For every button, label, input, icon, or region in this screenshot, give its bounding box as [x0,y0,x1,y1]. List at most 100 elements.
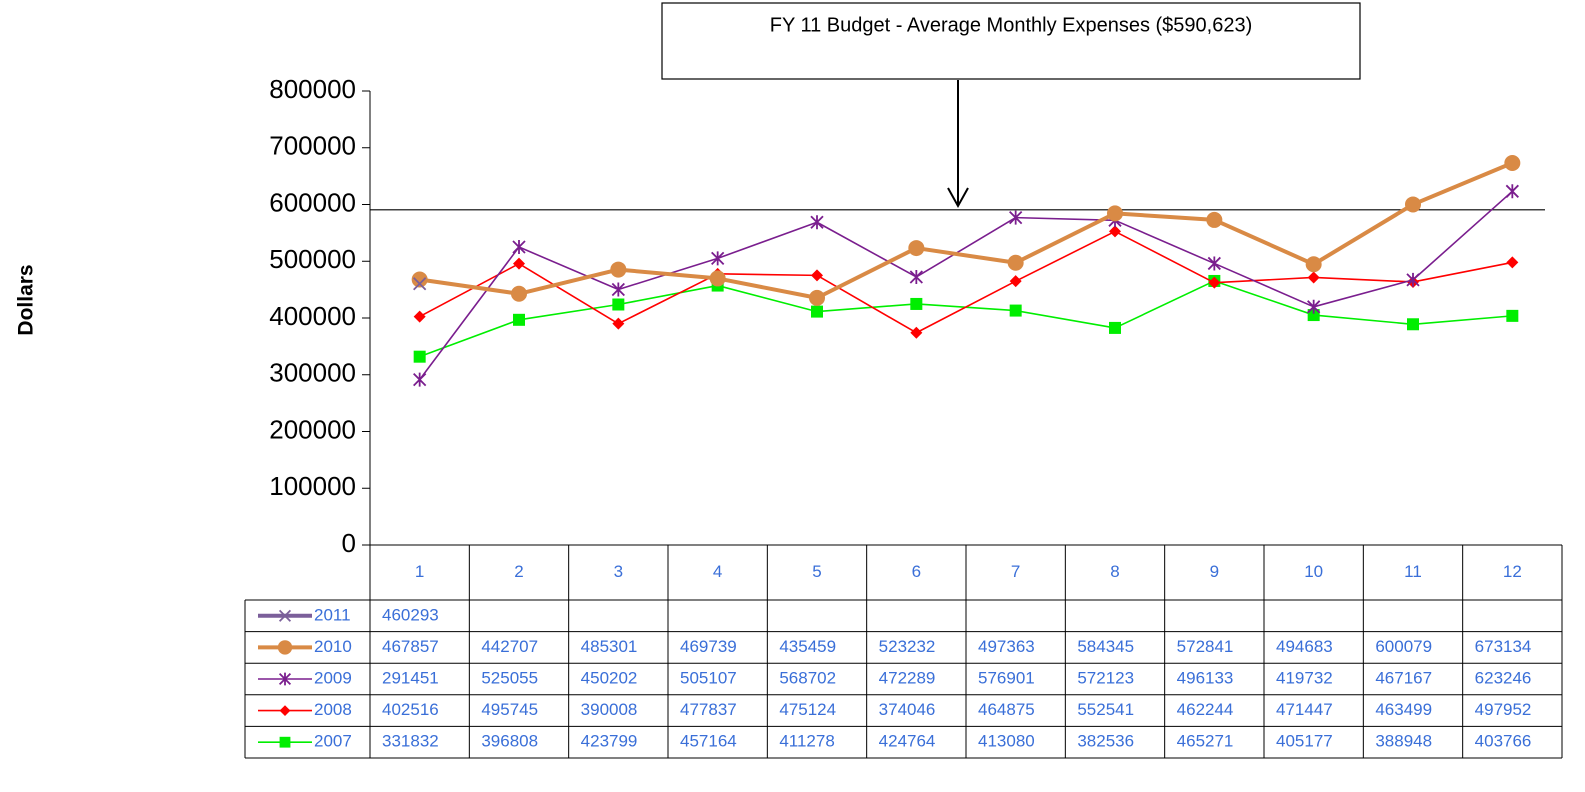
legend-marker [278,672,292,686]
x-tick-label: 5 [812,562,821,581]
marker [1207,256,1221,271]
table-cell: 475124 [779,700,836,719]
series-line [419,190,1513,381]
table-cell: 467857 [382,637,439,656]
y-tick-label: 800000 [269,74,356,104]
table-cell: 471447 [1276,700,1333,719]
y-tick-label: 0 [342,528,356,558]
table-cell: 435459 [779,637,836,656]
table-cell: 291451 [382,668,439,687]
marker [413,310,426,323]
marker [1009,275,1022,288]
legend-label: 2007 [314,732,352,751]
marker [1206,211,1223,228]
marker [413,350,426,363]
marker [908,240,925,257]
marker [809,289,825,306]
marker [909,269,923,284]
legend-label: 2009 [314,668,352,687]
marker [811,305,823,318]
table-cell: 411278 [779,732,834,751]
legend-marker [279,736,291,748]
y-tick-label: 500000 [269,244,356,274]
marker [1307,271,1320,284]
y-tick-label: 200000 [269,414,356,444]
table-cell: 413080 [978,732,1035,751]
marker [910,297,923,310]
legend-marker [279,705,291,716]
table-cell: 450202 [581,668,638,687]
y-tick-label: 600000 [269,187,356,217]
marker [910,326,923,339]
marker [810,215,824,230]
arrow-head [947,187,969,209]
marker [1506,256,1519,269]
table-cell: 477837 [680,700,737,719]
table-cell: 494683 [1276,637,1333,656]
table-cell: 568702 [779,668,836,687]
table-cell: 467167 [1375,668,1432,687]
x-tick-label: 3 [614,562,623,581]
marker [1406,272,1420,287]
table-cell: 572841 [1177,637,1234,656]
x-tick-label: 9 [1210,562,1219,581]
x-tick-label: 1 [415,562,424,581]
marker [411,271,428,288]
marker [1307,299,1321,314]
series-line [419,161,1514,300]
legend-marker [278,609,292,622]
x-tick-label: 4 [713,562,722,581]
table-cell: 457164 [680,732,737,751]
marker [1307,309,1320,322]
marker [1208,276,1221,289]
table-cell: 462244 [1177,700,1234,719]
marker [1504,154,1521,171]
marker [511,285,527,302]
marker [709,270,726,287]
table-cell: 584345 [1077,637,1134,656]
table-cell: 523232 [879,637,936,656]
marker [1009,210,1023,225]
table-cell: 572123 [1077,668,1134,687]
annotation-box [661,2,1361,80]
table-cell: 552541 [1077,700,1134,719]
table-cell: 463499 [1375,700,1432,719]
table-cell: 576901 [978,668,1035,687]
marker [512,240,526,255]
y-tick-label: 100000 [269,471,356,501]
table-cell: 497952 [1475,700,1532,719]
marker [611,282,625,297]
x-tick-label: 7 [1011,562,1020,581]
x-tick-label: 8 [1110,562,1119,581]
table-cell: 464875 [978,700,1035,719]
marker [513,257,525,270]
marker [1007,254,1024,271]
table-cell: 423799 [581,732,638,751]
table-cell: 496133 [1177,668,1234,687]
table-cell: 331832 [382,732,439,751]
table-cell: 390008 [581,700,638,719]
marker [513,313,525,326]
table-cell: 525055 [481,668,538,687]
annotation-text: FY 11 Budget - Average Monthly Expenses … [770,14,1253,36]
marker [610,261,627,278]
marker [1107,205,1123,222]
marker [1407,318,1419,331]
marker [1109,321,1121,334]
table-cell: 424764 [879,732,936,751]
legend-label: 2011 [314,605,351,624]
table-cell: 460293 [382,605,439,624]
marker [1505,184,1519,199]
table-cell: 402516 [382,700,439,719]
marker [811,269,823,282]
legend-marker [277,640,293,655]
table-cell: 485301 [581,637,638,656]
marker [413,372,427,387]
marker [1109,225,1121,238]
table-cell: 600079 [1375,637,1432,656]
table-cell: 505107 [680,668,737,687]
table-cell: 403766 [1475,732,1532,751]
x-tick-label: 2 [514,562,523,581]
